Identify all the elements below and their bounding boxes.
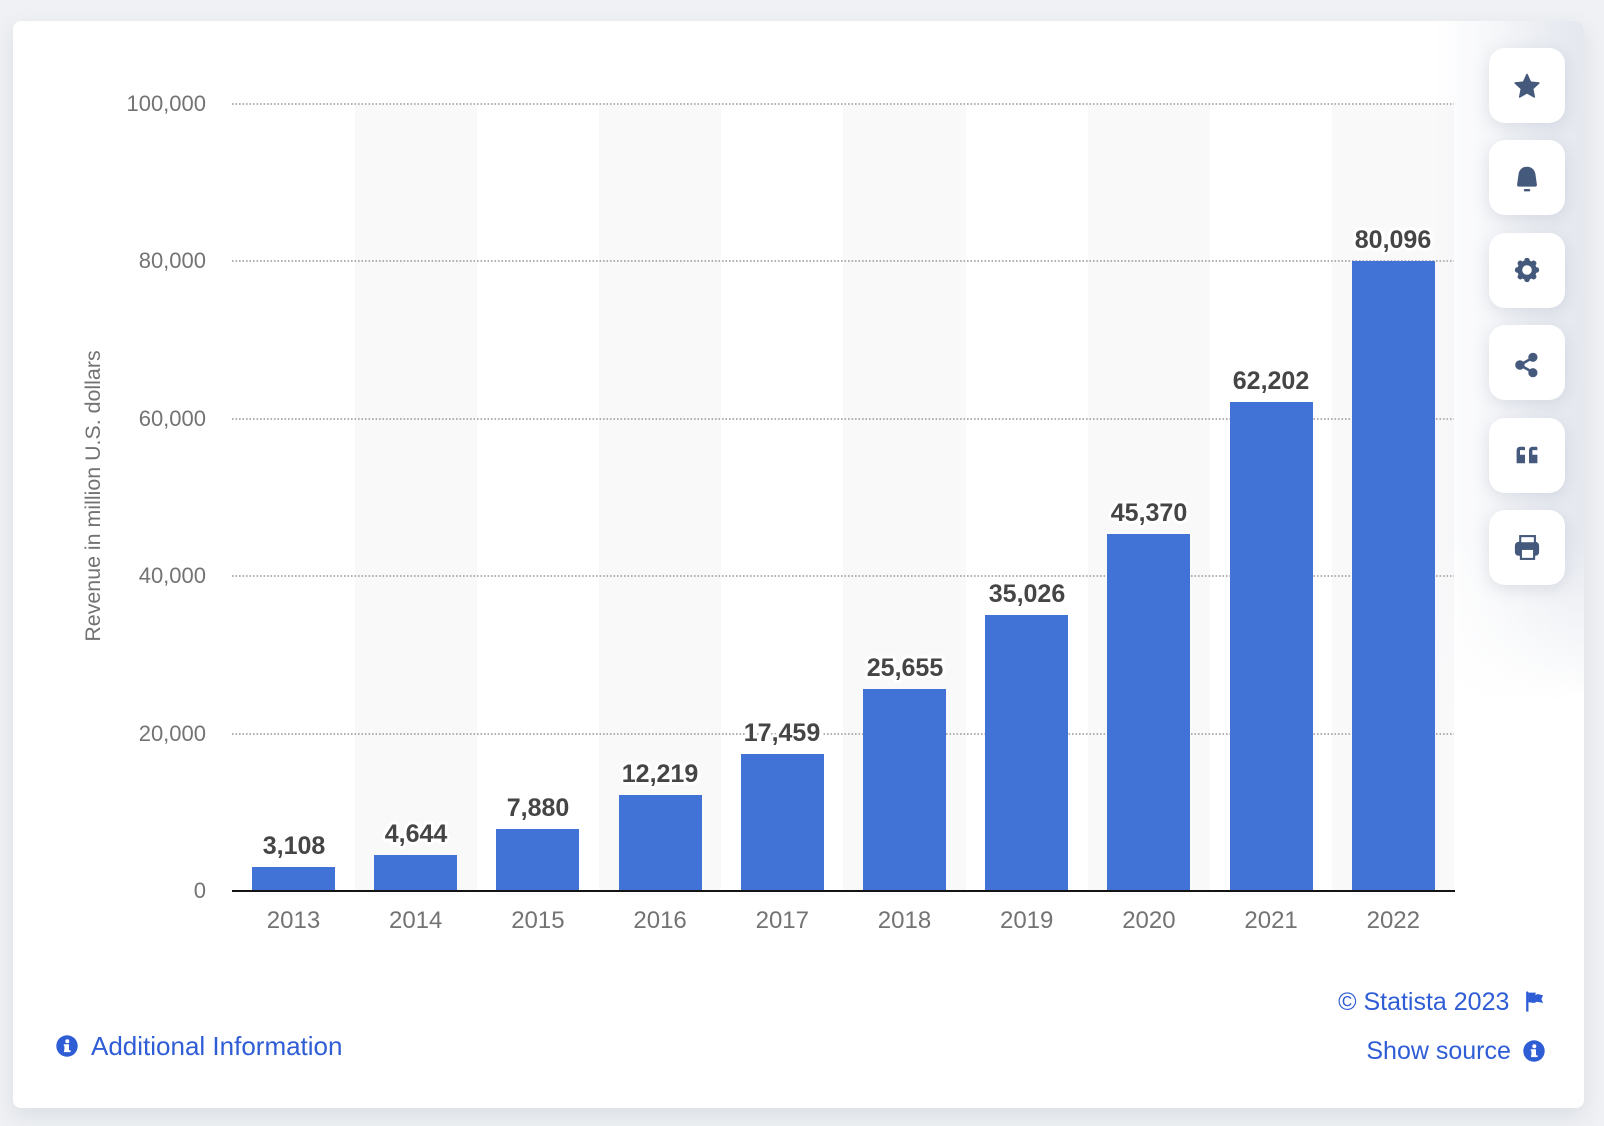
svg-text:12,219: 12,219 (622, 760, 698, 788)
svg-text:35,026: 35,026 (988, 580, 1064, 608)
svg-text:45,370: 45,370 (1111, 499, 1187, 527)
svg-text:17,459: 17,459 (744, 719, 820, 747)
svg-text:4,644: 4,644 (384, 820, 447, 848)
svg-text:7,880: 7,880 (507, 794, 570, 822)
svg-text:80,096: 80,096 (1355, 226, 1431, 254)
svg-text:25,655: 25,655 (866, 654, 943, 682)
svg-text:62,202: 62,202 (1233, 367, 1309, 395)
svg-text:3,108: 3,108 (262, 832, 325, 860)
